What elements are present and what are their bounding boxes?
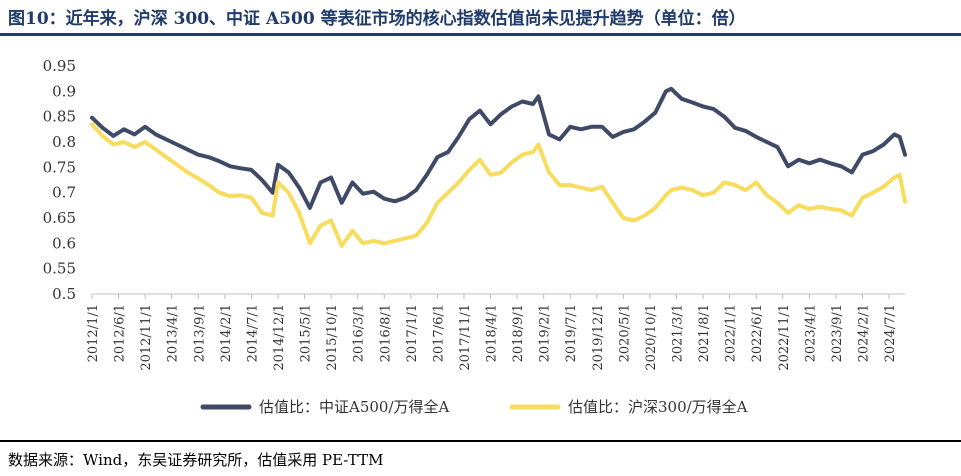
title-rule (0, 33, 961, 36)
x-tick-label: 2020/5/1 (617, 304, 632, 362)
y-tick-label: 0.65 (43, 209, 76, 227)
x-tick-label: 2012/11/1 (139, 304, 154, 371)
series-line-2 (90, 122, 907, 248)
x-tick-label: 2013/4/1 (166, 304, 181, 362)
x-tick-label: 2022/6/1 (750, 304, 765, 362)
y-tick-label: 0.55 (43, 260, 76, 278)
x-tick-label: 2017/1/1 (405, 304, 420, 362)
x-tick-label: 2021/3/1 (671, 304, 686, 362)
x-tick-label: 2018/4/1 (485, 304, 500, 362)
x-tick-label: 2023/9/1 (830, 304, 845, 362)
x-tick-label: 2015/10/1 (325, 304, 340, 371)
x-tick-label: 2015/5/1 (299, 304, 314, 362)
x-tick-label: 2020/10/1 (644, 304, 659, 371)
y-tick-label: 0.7 (52, 184, 76, 202)
x-tick-label: 2021/8/1 (697, 304, 712, 362)
line-chart: 0.95 0.9 0.85 0.8 0.75 0.7 0.65 0.6 0.55 0.5 2012/… (43, 57, 907, 416)
x-tick-label: 2022/11/1 (777, 304, 792, 371)
x-tick-label: 2022/1/1 (724, 304, 739, 362)
series-line-1 (90, 86, 907, 210)
figure-title: 图10：近年来，沪深 300、中证 A500 等表征市场的核心指数估值尚未见提升… (8, 9, 746, 29)
legend-label-1: 估值比：中证A500/万得全A (259, 398, 450, 416)
y-tick-label: 0.8 (52, 133, 76, 151)
x-tick-label: 2024/7/1 (883, 304, 898, 362)
legend-label-2: 估值比：沪深300/万得全A (568, 398, 748, 416)
x-tick-label: 2017/6/1 (431, 304, 446, 362)
x-tick-label: 2018/9/1 (511, 304, 526, 362)
x-tick-label: 2014/7/1 (245, 304, 260, 362)
source-rule (0, 440, 961, 442)
y-tick-label: 0.85 (43, 108, 76, 126)
x-tick-label: 2014/2/1 (219, 304, 234, 362)
x-tick-label: 2019/12/1 (591, 304, 606, 371)
x-tick-label: 2016/8/1 (378, 304, 393, 362)
y-tick-label: 0.9 (52, 82, 76, 100)
x-tick-label: 2019/2/1 (538, 304, 553, 362)
y-tick-label: 0.6 (52, 234, 76, 252)
x-tick-label: 2019/7/1 (564, 304, 579, 362)
x-tick-label: 2017/11/1 (458, 304, 473, 371)
y-tick-label: 0.5 (52, 285, 76, 303)
x-tick-label: 2023/4/1 (803, 304, 818, 362)
x-tick-label: 2016/3/1 (352, 304, 367, 362)
x-tick-label: 2024/2/1 (856, 304, 871, 362)
y-tick-label: 0.95 (43, 57, 76, 75)
x-tick-label: 2012/6/1 (113, 304, 128, 362)
source-note: 数据来源：Wind，东吴证券研究所，估值采用 PE-TTM (8, 451, 384, 469)
x-tick-label: 2012/1/1 (86, 304, 101, 362)
x-tick-label: 2014/12/1 (272, 304, 287, 371)
x-tick-label: 2013/9/1 (192, 304, 207, 362)
y-tick-label: 0.75 (43, 158, 76, 176)
